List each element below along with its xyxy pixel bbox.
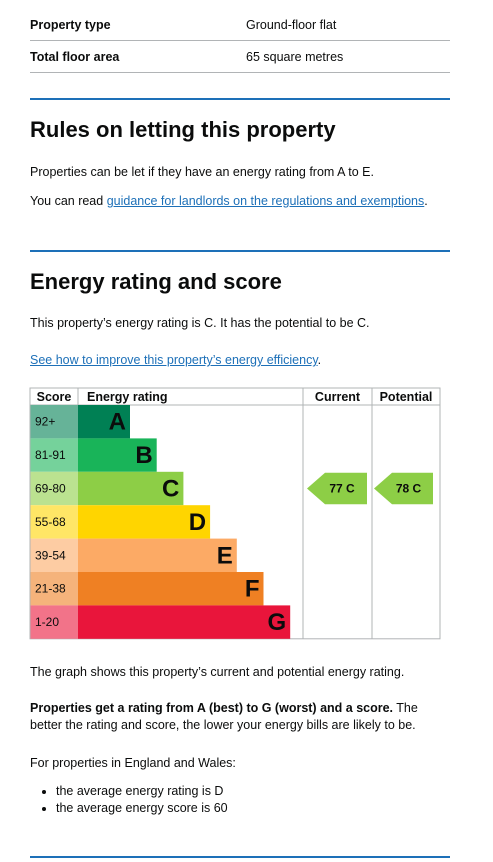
text: You can read [30,194,107,208]
paragraph: Properties get a rating from A (best) to… [30,700,450,734]
rating-band [78,505,211,539]
value: Ground-floor flat [246,18,337,32]
band-letter: E [217,542,233,569]
text: The better the rating and score, the low… [30,701,418,732]
rating-band [78,405,130,439]
list-item: the average energy score is 60 [56,800,228,817]
heading: Rules on letting this property [30,117,336,142]
rating-band [78,605,291,639]
current-rating: 77 C [329,482,355,496]
divider [30,98,450,100]
divider [30,856,450,858]
label: Property type [30,18,111,32]
rating-band [78,438,157,472]
paragraph: For properties in England and Wales: [30,756,236,770]
column-header: Current [315,390,361,404]
energy-rating-chart: Score Energy rating Current Potential 92+ A 81… [29,387,441,640]
summary-row: Total floor area 65 square metres [30,41,450,73]
score-range: 21-38 [35,582,66,596]
potential-arrow [374,472,433,505]
score-cell [30,471,78,506]
potential-rating: 78 C [396,482,422,496]
band-letter: C [162,476,179,503]
score-cell [30,405,78,439]
score-range: 1-20 [35,615,59,629]
score-range: 55-68 [35,515,66,529]
paragraph: You can read guidance for landlords on t… [30,193,450,210]
bold-text: Properties get a rating from A (best) to… [30,701,394,715]
band-letter: D [189,509,206,536]
link[interactable]: See how to improve this property’s energ… [30,353,318,367]
rating-band [78,471,184,506]
list: the average energy rating is D the avera… [30,783,228,817]
rating-band [78,572,264,606]
rating-band [78,538,237,572]
list-item: the average energy rating is D [56,783,228,800]
column-header: Potential [380,390,433,404]
band-letter: B [135,442,152,469]
score-cell [30,605,78,639]
link[interactable]: guidance for landlords on the regulation… [106,194,425,208]
text: . [317,353,322,367]
score-range: 92+ [35,415,55,429]
band-letter: A [109,409,126,436]
band-letter: F [245,576,260,603]
score-range: 69-80 [35,482,66,496]
value: 65 square metres [246,50,344,64]
band-letter: G [268,609,287,636]
divider [30,250,450,252]
text: . [424,194,428,208]
heading: Energy rating and score [30,269,282,294]
column-header: Score [37,390,72,404]
score-cell [30,505,78,539]
paragraph: See how to improve this property’s energ… [30,352,450,369]
paragraph: The graph shows this property’s current … [30,665,405,679]
score-cell [30,538,78,572]
score-cell [30,438,78,472]
current-arrow [307,472,367,505]
score-range: 39-54 [35,548,66,562]
label: Total floor area [30,50,120,64]
score-cell [30,572,78,606]
paragraph: This property’s energy rating is C. It h… [30,316,370,330]
summary-row: Property type Ground-floor flat [30,9,450,41]
score-range: 81-91 [35,448,66,462]
column-header: Energy rating [87,390,168,404]
paragraph: Properties can be let if they have an en… [30,165,374,179]
